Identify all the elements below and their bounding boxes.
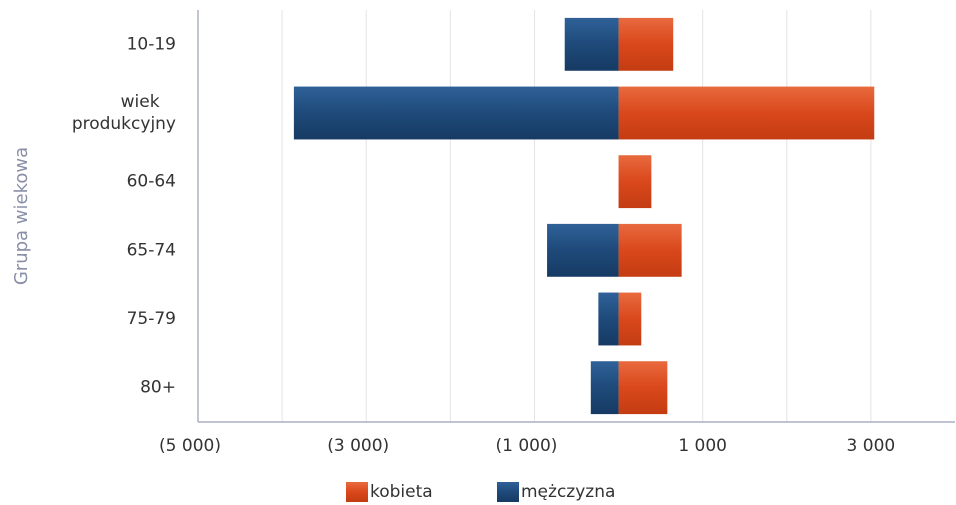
bar xyxy=(293,86,619,140)
y-tick-label: 80+ xyxy=(140,378,176,398)
legend-swatch xyxy=(346,482,368,502)
bar xyxy=(618,292,642,346)
x-tick-label: (3 000) xyxy=(327,436,389,456)
bar xyxy=(618,17,674,71)
y-tick-label: 75-79 xyxy=(127,309,176,329)
y-tick-label: 60-64 xyxy=(127,172,176,192)
y-tick-label: wiek produkcyjny xyxy=(72,92,176,134)
legend-label: kobieta xyxy=(370,482,433,502)
bar xyxy=(618,86,875,140)
y-tick-label: 10-19 xyxy=(127,34,176,54)
y-axis-label: Grupa wiekowa xyxy=(11,147,32,285)
x-tick-label: (1 000) xyxy=(495,436,557,456)
bar xyxy=(547,223,619,277)
x-tick-label: (5 000) xyxy=(159,436,221,456)
bar xyxy=(564,17,619,71)
y-tick-label-line: wiek xyxy=(121,92,165,112)
y-tick-label-line: produkcyjny xyxy=(72,114,176,134)
legend-label: mężczyzna xyxy=(521,482,615,502)
bar xyxy=(618,361,668,415)
x-tick-label: 1 000 xyxy=(678,436,727,456)
legend-swatch xyxy=(497,482,519,502)
x-tick-label: 3 000 xyxy=(847,436,896,456)
bar xyxy=(598,292,619,346)
y-tick-label: 65-74 xyxy=(127,240,176,260)
bar xyxy=(618,223,682,277)
bar xyxy=(590,361,619,415)
bar xyxy=(618,155,652,209)
